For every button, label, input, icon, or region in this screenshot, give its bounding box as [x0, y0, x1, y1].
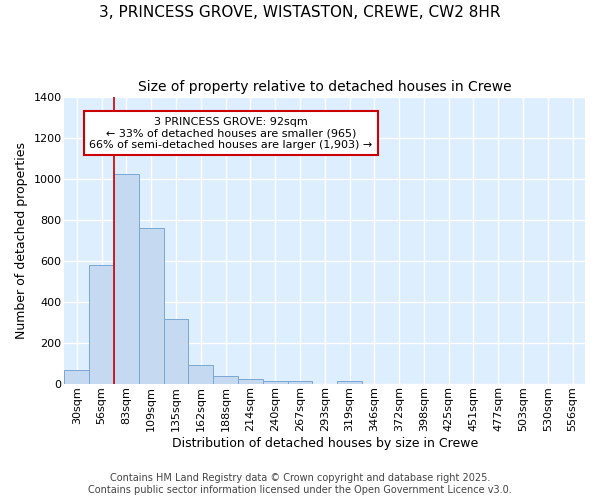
- Bar: [188, 365, 213, 384]
- Text: Contains HM Land Registry data © Crown copyright and database right 2025.
Contai: Contains HM Land Registry data © Crown c…: [88, 474, 512, 495]
- Bar: [139, 228, 164, 384]
- Bar: [213, 376, 238, 384]
- Text: 3 PRINCESS GROVE: 92sqm
← 33% of detached houses are smaller (965)
66% of semi-d: 3 PRINCESS GROVE: 92sqm ← 33% of detache…: [89, 116, 373, 150]
- Text: 3, PRINCESS GROVE, WISTASTON, CREWE, CW2 8HR: 3, PRINCESS GROVE, WISTASTON, CREWE, CW2…: [99, 5, 501, 20]
- X-axis label: Distribution of detached houses by size in Crewe: Distribution of detached houses by size …: [172, 437, 478, 450]
- Bar: [114, 174, 139, 384]
- Title: Size of property relative to detached houses in Crewe: Size of property relative to detached ho…: [138, 80, 512, 94]
- Bar: [164, 319, 188, 384]
- Bar: [287, 381, 313, 384]
- Bar: [337, 381, 362, 384]
- Bar: [89, 264, 114, 384]
- Y-axis label: Number of detached properties: Number of detached properties: [15, 142, 28, 338]
- Bar: [238, 379, 263, 384]
- Bar: [64, 370, 89, 384]
- Bar: [263, 381, 287, 384]
